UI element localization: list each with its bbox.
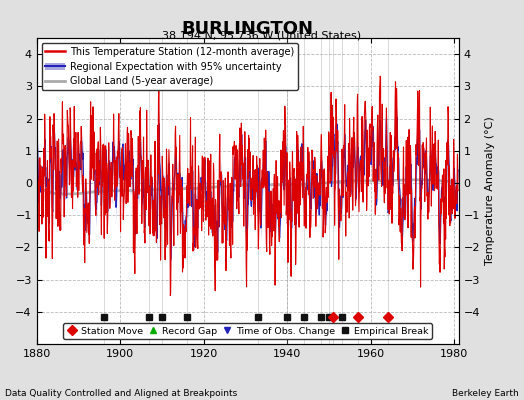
Legend: Station Move, Record Gap, Time of Obs. Change, Empirical Break: Station Move, Record Gap, Time of Obs. C… [63, 323, 432, 339]
Text: Berkeley Earth: Berkeley Earth [452, 389, 519, 398]
Y-axis label: Temperature Anomaly (°C): Temperature Anomaly (°C) [485, 117, 495, 265]
Title: BURLINGTON: BURLINGTON [182, 20, 313, 38]
Text: 38.194 N, 95.736 W (United States): 38.194 N, 95.736 W (United States) [162, 30, 362, 40]
Text: Data Quality Controlled and Aligned at Breakpoints: Data Quality Controlled and Aligned at B… [5, 389, 237, 398]
